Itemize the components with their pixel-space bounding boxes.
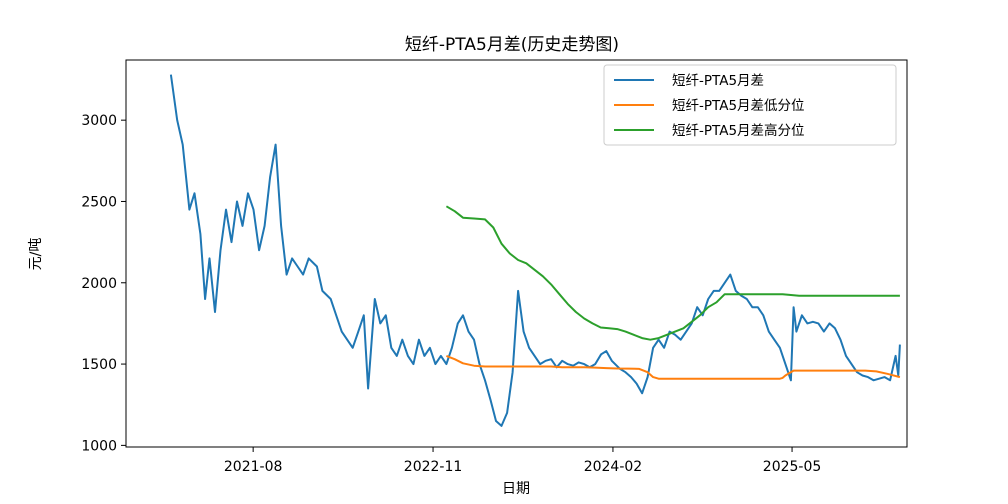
x-tick-label: 2024-02 (584, 459, 643, 475)
y-tick-label: 1000 (81, 438, 117, 454)
x-axis: 2021-08 2022-11 2024-02 2025-05 (224, 447, 821, 475)
plot-frame (125, 59, 908, 448)
y-tick-label: 2500 (81, 194, 117, 210)
x-axis-label: 日期 (502, 481, 530, 497)
x-tick-label: 2021-08 (224, 459, 283, 475)
y-tick-label: 1500 (81, 357, 117, 373)
legend-box (603, 64, 897, 146)
legend-entry: 短纤-PTA5月差 (614, 73, 764, 89)
y-axis: 1000 1500 2000 2500 3000 (81, 113, 126, 454)
series-line-0 (169, 74, 901, 427)
y-tick-label: 2000 (81, 276, 117, 292)
series-layer (169, 74, 901, 427)
legend-entry: 短纤-PTA5月差低分位 (614, 98, 805, 114)
legend-label: 短纤-PTA5月差 (672, 73, 764, 89)
series-line-1 (446, 354, 901, 380)
chart-title: 短纤-PTA5月差(历史走势图) (405, 35, 619, 55)
series-line-2 (445, 205, 900, 341)
y-tick-label: 3000 (81, 113, 117, 129)
x-tick-label: 2022-11 (404, 459, 463, 475)
x-tick-label: 2025-05 (763, 459, 822, 475)
legend: 短纤-PTA5月差 短纤-PTA5月差低分位 短纤-PTA5月差高分位 (603, 64, 897, 146)
legend-label: 短纤-PTA5月差低分位 (672, 98, 805, 114)
legend-entry: 短纤-PTA5月差高分位 (614, 122, 805, 139)
legend-label: 短纤-PTA5月差高分位 (672, 122, 805, 139)
y-axis-label: 元/吨 (28, 238, 44, 271)
